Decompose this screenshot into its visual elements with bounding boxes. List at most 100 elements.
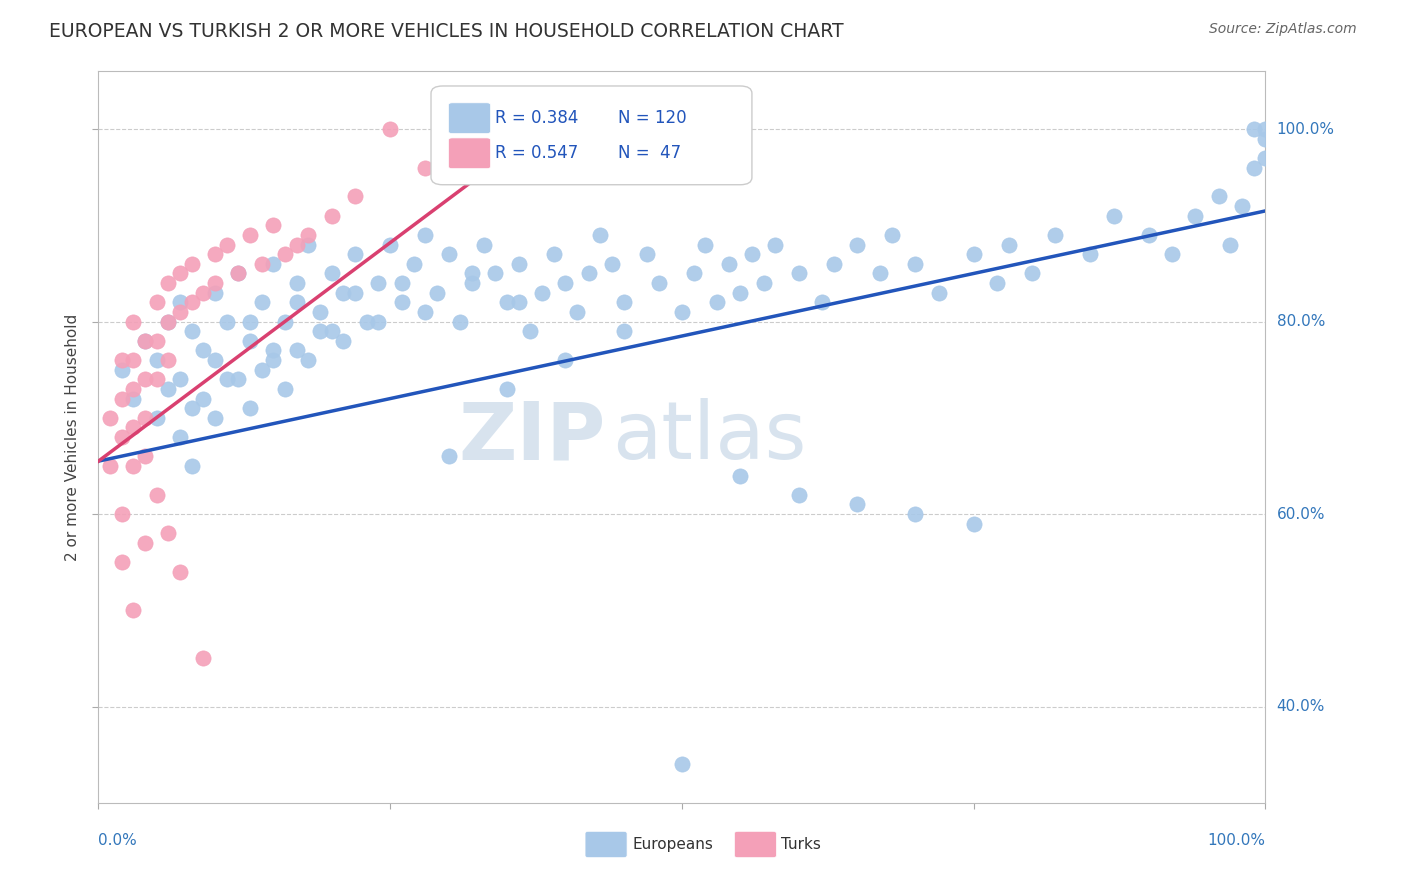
Europeans <box>274 382 297 396</box>
Europeans <box>344 247 367 261</box>
Europeans <box>250 362 273 376</box>
Turks <box>157 353 180 368</box>
Turks <box>274 247 297 261</box>
Europeans <box>180 458 202 473</box>
Turks <box>134 410 156 425</box>
Europeans <box>1243 122 1265 136</box>
Europeans <box>554 353 576 368</box>
Turks <box>146 372 169 386</box>
Turks <box>193 285 215 300</box>
Text: Source: ZipAtlas.com: Source: ZipAtlas.com <box>1209 22 1357 37</box>
Europeans <box>1208 189 1230 203</box>
FancyBboxPatch shape <box>449 103 491 134</box>
Europeans <box>962 516 984 531</box>
Text: EUROPEAN VS TURKISH 2 OR MORE VEHICLES IN HOUSEHOLD CORRELATION CHART: EUROPEAN VS TURKISH 2 OR MORE VEHICLES I… <box>49 22 844 41</box>
Europeans <box>647 276 669 290</box>
Europeans <box>1137 227 1160 242</box>
Europeans <box>508 295 530 310</box>
Europeans <box>1021 267 1043 281</box>
Turks <box>122 382 145 396</box>
Europeans <box>880 227 903 242</box>
Europeans <box>228 372 250 386</box>
Europeans <box>484 267 506 281</box>
Europeans <box>565 305 588 319</box>
Europeans <box>1219 237 1241 252</box>
Europeans <box>380 237 402 252</box>
Turks <box>111 353 134 368</box>
Europeans <box>449 315 471 329</box>
Europeans <box>904 257 927 271</box>
Europeans <box>391 295 413 310</box>
Europeans <box>636 247 658 261</box>
Turks <box>157 315 180 329</box>
Text: R = 0.384: R = 0.384 <box>495 109 578 128</box>
Europeans <box>367 276 389 290</box>
Europeans <box>787 488 810 502</box>
Europeans <box>391 276 413 290</box>
Europeans <box>730 468 752 483</box>
Turks <box>180 257 202 271</box>
Europeans <box>356 315 378 329</box>
Text: ZIP: ZIP <box>458 398 606 476</box>
Turks <box>262 219 284 233</box>
Europeans <box>111 362 134 376</box>
Turks <box>157 526 180 541</box>
Europeans <box>285 343 308 358</box>
Europeans <box>344 285 367 300</box>
Europeans <box>671 757 693 772</box>
Turks <box>122 315 145 329</box>
Turks <box>285 237 308 252</box>
Europeans <box>706 295 728 310</box>
Text: N = 120: N = 120 <box>617 109 686 128</box>
Europeans <box>297 353 319 368</box>
Europeans <box>413 227 436 242</box>
Europeans <box>554 276 576 290</box>
Europeans <box>332 285 354 300</box>
Turks <box>228 267 250 281</box>
Europeans <box>426 285 449 300</box>
Europeans <box>600 257 623 271</box>
Europeans <box>1230 199 1253 213</box>
Turks <box>204 276 226 290</box>
Turks <box>380 122 402 136</box>
Europeans <box>904 507 927 521</box>
Europeans <box>730 285 752 300</box>
Text: 100.0%: 100.0% <box>1277 121 1334 136</box>
Turks <box>122 458 145 473</box>
FancyBboxPatch shape <box>432 86 752 185</box>
Europeans <box>986 276 1008 290</box>
Europeans <box>285 295 308 310</box>
Turks <box>98 458 121 473</box>
Europeans <box>309 305 332 319</box>
Europeans <box>250 295 273 310</box>
Turks <box>134 372 156 386</box>
Turks <box>157 276 180 290</box>
Europeans <box>717 257 740 271</box>
Europeans <box>1102 209 1125 223</box>
Europeans <box>146 410 169 425</box>
Europeans <box>297 237 319 252</box>
Europeans <box>204 410 226 425</box>
Europeans <box>239 315 262 329</box>
Europeans <box>1243 161 1265 175</box>
Turks <box>122 353 145 368</box>
Europeans <box>508 257 530 271</box>
Turks <box>111 507 134 521</box>
Europeans <box>846 498 869 512</box>
Europeans <box>193 392 215 406</box>
Europeans <box>530 285 553 300</box>
Europeans <box>309 324 332 338</box>
Turks <box>204 247 226 261</box>
Text: Europeans: Europeans <box>633 837 714 852</box>
Europeans <box>578 267 600 281</box>
Europeans <box>321 267 343 281</box>
Europeans <box>461 276 484 290</box>
Turks <box>146 334 169 348</box>
Europeans <box>239 334 262 348</box>
FancyBboxPatch shape <box>449 138 491 169</box>
Text: N =  47: N = 47 <box>617 145 681 162</box>
Europeans <box>461 267 484 281</box>
Europeans <box>204 353 226 368</box>
Europeans <box>122 392 145 406</box>
Turks <box>193 651 215 665</box>
